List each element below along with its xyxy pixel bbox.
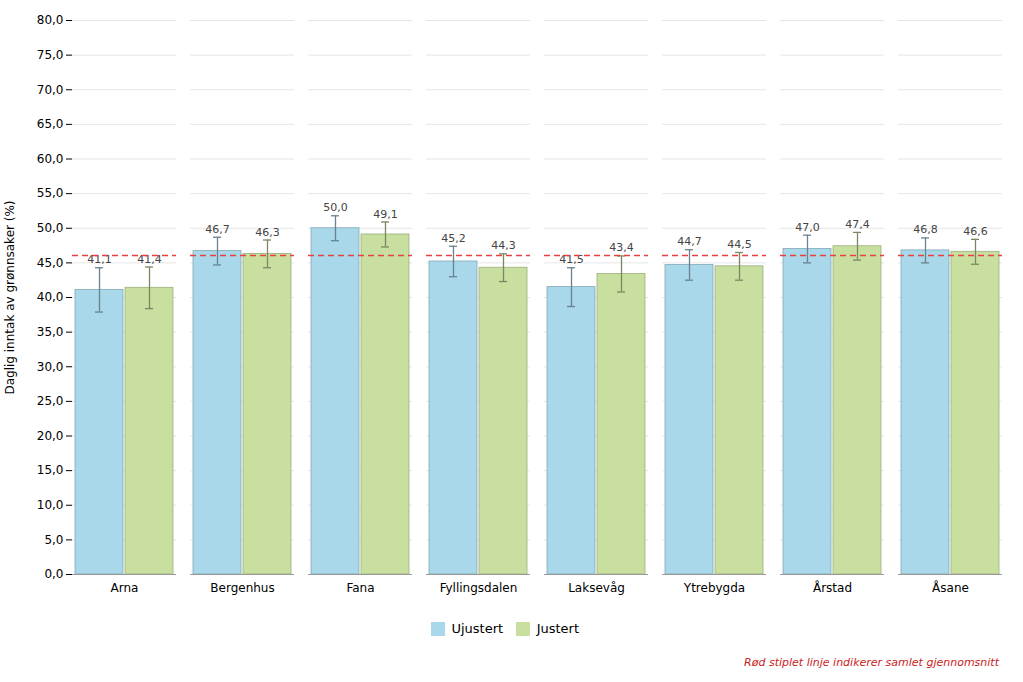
svg-text:45,0: 45,0 bbox=[37, 256, 64, 270]
svg-text:30,0: 30,0 bbox=[37, 360, 64, 374]
svg-text:46,7: 46,7 bbox=[205, 223, 230, 236]
svg-text:Årstad: Årstad bbox=[813, 580, 852, 595]
svg-text:Ytrebygda: Ytrebygda bbox=[683, 581, 745, 595]
svg-text:0,0: 0,0 bbox=[44, 567, 63, 581]
svg-text:Fyllingsdalen: Fyllingsdalen bbox=[440, 581, 518, 595]
svg-text:70,0: 70,0 bbox=[37, 83, 64, 97]
svg-text:46,3: 46,3 bbox=[255, 226, 280, 239]
svg-text:49,1: 49,1 bbox=[373, 208, 398, 221]
svg-text:10,0: 10,0 bbox=[37, 498, 64, 512]
svg-text:Laksevåg: Laksevåg bbox=[568, 581, 625, 595]
svg-text:41,4: 41,4 bbox=[137, 253, 162, 266]
svg-text:44,7: 44,7 bbox=[677, 235, 702, 248]
svg-text:20,0: 20,0 bbox=[37, 429, 64, 443]
svg-text:Åsane: Åsane bbox=[932, 580, 969, 595]
svg-text:50,0: 50,0 bbox=[37, 221, 64, 235]
svg-text:47,4: 47,4 bbox=[845, 218, 870, 231]
svg-text:Arna: Arna bbox=[111, 581, 139, 595]
svg-text:44,3: 44,3 bbox=[491, 239, 516, 252]
svg-text:15,0: 15,0 bbox=[37, 463, 64, 477]
svg-text:41,5: 41,5 bbox=[559, 253, 584, 266]
svg-text:55,0: 55,0 bbox=[37, 186, 64, 200]
svg-text:65,0: 65,0 bbox=[37, 117, 64, 131]
svg-text:40,0: 40,0 bbox=[37, 290, 64, 304]
svg-text:47,0: 47,0 bbox=[795, 221, 820, 234]
svg-text:46,6: 46,6 bbox=[963, 225, 988, 238]
svg-text:25,0: 25,0 bbox=[37, 394, 64, 408]
svg-text:43,4: 43,4 bbox=[609, 241, 634, 254]
html-text:Rød stiplet linje indikerer sa: Rød stiplet linje indikerer samlet gjenn… bbox=[744, 655, 999, 669]
svg-text:Daglig inntak av grønnsaker (%: Daglig inntak av grønnsaker (%) bbox=[3, 200, 17, 394]
svg-text:80,0: 80,0 bbox=[37, 13, 64, 27]
svg-text:60,0: 60,0 bbox=[37, 152, 64, 166]
svg-text:41,1: 41,1 bbox=[87, 253, 112, 266]
svg-text:Fana: Fana bbox=[346, 581, 374, 595]
svg-text:Bergenhus: Bergenhus bbox=[210, 581, 274, 595]
svg-text:5,0: 5,0 bbox=[44, 533, 63, 547]
svg-text:75,0: 75,0 bbox=[37, 48, 64, 62]
svg-text:35,0: 35,0 bbox=[37, 325, 64, 339]
html-text:Justert: Justert bbox=[536, 621, 579, 636]
svg-text:44,5: 44,5 bbox=[727, 238, 752, 251]
svg-text:46,8: 46,8 bbox=[913, 223, 938, 236]
svg-text:45,2: 45,2 bbox=[441, 232, 466, 245]
svg-text:50,0: 50,0 bbox=[323, 201, 348, 214]
html-text:Ujustert: Ujustert bbox=[451, 621, 504, 636]
